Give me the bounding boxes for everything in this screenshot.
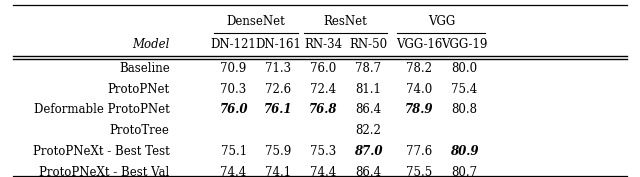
Text: ProtoPNeXt - Best Test: ProtoPNeXt - Best Test [33,145,170,158]
Text: RN-34: RN-34 [304,38,342,51]
Text: 78.7: 78.7 [355,62,381,75]
Text: 76.8: 76.8 [309,103,337,116]
Text: 75.1: 75.1 [221,145,246,158]
Text: ResNet: ResNet [324,15,367,28]
Text: ProtoTree: ProtoTree [109,124,170,137]
Text: 70.3: 70.3 [220,82,247,96]
Text: 86.4: 86.4 [355,103,381,116]
Text: 80.9: 80.9 [450,145,478,158]
Text: 74.0: 74.0 [406,82,433,96]
Text: 75.3: 75.3 [310,145,337,158]
Text: 72.4: 72.4 [310,82,336,96]
Text: VGG-16: VGG-16 [396,38,442,51]
Text: DN-161: DN-161 [255,38,301,51]
Text: 80.0: 80.0 [451,62,477,75]
Text: ProtoPNeXt - Best Val: ProtoPNeXt - Best Val [39,166,170,177]
Text: DenseNet: DenseNet [227,15,285,28]
Text: 81.1: 81.1 [355,82,381,96]
Text: 78.9: 78.9 [405,103,433,116]
Text: Deformable ProtoPNet: Deformable ProtoPNet [34,103,170,116]
Text: 76.0: 76.0 [310,62,337,75]
Text: ProtoPNet: ProtoPNet [108,82,170,96]
Text: 72.6: 72.6 [266,82,291,96]
Text: 78.2: 78.2 [406,62,432,75]
Text: 70.9: 70.9 [220,62,247,75]
Text: 74.4: 74.4 [310,166,337,177]
Text: 80.8: 80.8 [451,103,477,116]
Text: DN-121: DN-121 [211,38,257,51]
Text: 77.6: 77.6 [406,145,433,158]
Text: 80.7: 80.7 [451,166,477,177]
Text: Baseline: Baseline [119,62,170,75]
Text: 75.5: 75.5 [406,166,433,177]
Text: 82.2: 82.2 [355,124,381,137]
Text: 87.0: 87.0 [354,145,382,158]
Text: 75.9: 75.9 [265,145,292,158]
Text: 74.1: 74.1 [266,166,291,177]
Text: 74.4: 74.4 [220,166,247,177]
Text: 76.1: 76.1 [264,103,292,116]
Text: 71.3: 71.3 [266,62,291,75]
Text: VGG: VGG [428,15,455,28]
Text: 75.4: 75.4 [451,82,477,96]
Text: Model: Model [132,38,170,51]
Text: RN-50: RN-50 [349,38,387,51]
Text: 76.0: 76.0 [220,103,248,116]
Text: 86.4: 86.4 [355,166,381,177]
Text: VGG-19: VGG-19 [441,38,487,51]
